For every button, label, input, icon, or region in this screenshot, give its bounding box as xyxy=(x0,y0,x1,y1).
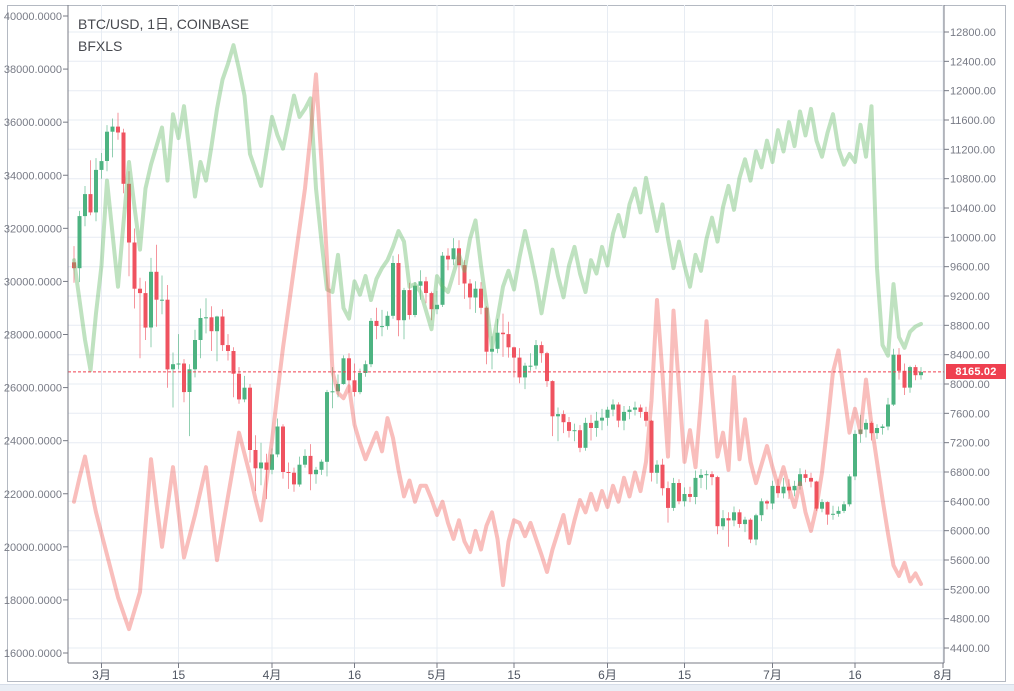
last-price-badge: 8165.02 xyxy=(946,364,1006,379)
svg-text:18000.0000: 18000.0000 xyxy=(4,595,62,607)
svg-text:12400.00: 12400.00 xyxy=(950,56,996,68)
svg-text:6800.00: 6800.00 xyxy=(950,467,990,479)
svg-text:16: 16 xyxy=(848,668,862,682)
svg-text:40000.0000: 40000.0000 xyxy=(4,11,62,23)
svg-text:36000.0000: 36000.0000 xyxy=(4,117,62,129)
svg-text:16000.0000: 16000.0000 xyxy=(4,648,62,660)
svg-text:7600.00: 7600.00 xyxy=(950,408,990,420)
svg-text:34000.0000: 34000.0000 xyxy=(4,170,62,182)
svg-text:15: 15 xyxy=(172,668,186,682)
svg-text:22000.0000: 22000.0000 xyxy=(4,489,62,501)
svg-text:16: 16 xyxy=(348,668,362,682)
svg-text:26000.0000: 26000.0000 xyxy=(4,383,62,395)
time-scale[interactable] xyxy=(68,663,944,682)
svg-text:24000.0000: 24000.0000 xyxy=(4,436,62,448)
svg-text:7月: 7月 xyxy=(763,668,782,682)
svg-text:4800.00: 4800.00 xyxy=(950,614,990,626)
svg-text:5600.00: 5600.00 xyxy=(950,555,990,567)
svg-text:8800.00: 8800.00 xyxy=(950,320,990,332)
svg-text:38000.0000: 38000.0000 xyxy=(4,64,62,76)
bottom-strip xyxy=(0,684,1014,691)
right-price-scale[interactable] xyxy=(944,5,1006,663)
svg-text:30000.0000: 30000.0000 xyxy=(4,276,62,288)
svg-text:6400.00: 6400.00 xyxy=(950,496,990,508)
svg-text:9200.00: 9200.00 xyxy=(950,291,990,303)
svg-text:15: 15 xyxy=(507,668,521,682)
svg-text:10000.00: 10000.00 xyxy=(950,232,996,244)
svg-text:8400.00: 8400.00 xyxy=(950,350,990,362)
svg-text:5月: 5月 xyxy=(428,668,447,682)
svg-text:11200.00: 11200.00 xyxy=(950,144,995,156)
svg-text:32000.0000: 32000.0000 xyxy=(4,223,62,235)
svg-text:7200.00: 7200.00 xyxy=(950,438,990,450)
svg-text:4400.00: 4400.00 xyxy=(950,643,990,655)
svg-text:11600.00: 11600.00 xyxy=(950,115,995,127)
svg-text:9600.00: 9600.00 xyxy=(950,262,990,274)
svg-text:12800.00: 12800.00 xyxy=(950,27,996,39)
svg-text:12000.00: 12000.00 xyxy=(950,86,996,98)
left-price-scale[interactable] xyxy=(7,5,68,663)
svg-text:4月: 4月 xyxy=(263,668,282,682)
svg-text:5200.00: 5200.00 xyxy=(950,584,990,596)
svg-text:3月: 3月 xyxy=(92,668,111,682)
svg-text:6000.00: 6000.00 xyxy=(950,526,990,538)
svg-text:6月: 6月 xyxy=(598,668,617,682)
svg-text:10400.00: 10400.00 xyxy=(950,203,996,215)
svg-text:8000.00: 8000.00 xyxy=(950,379,990,391)
svg-text:28000.0000: 28000.0000 xyxy=(4,330,62,342)
svg-text:20000.0000: 20000.0000 xyxy=(4,542,62,554)
svg-text:8月: 8月 xyxy=(934,668,953,682)
svg-text:15: 15 xyxy=(678,668,692,682)
svg-text:10800.00: 10800.00 xyxy=(950,174,996,186)
